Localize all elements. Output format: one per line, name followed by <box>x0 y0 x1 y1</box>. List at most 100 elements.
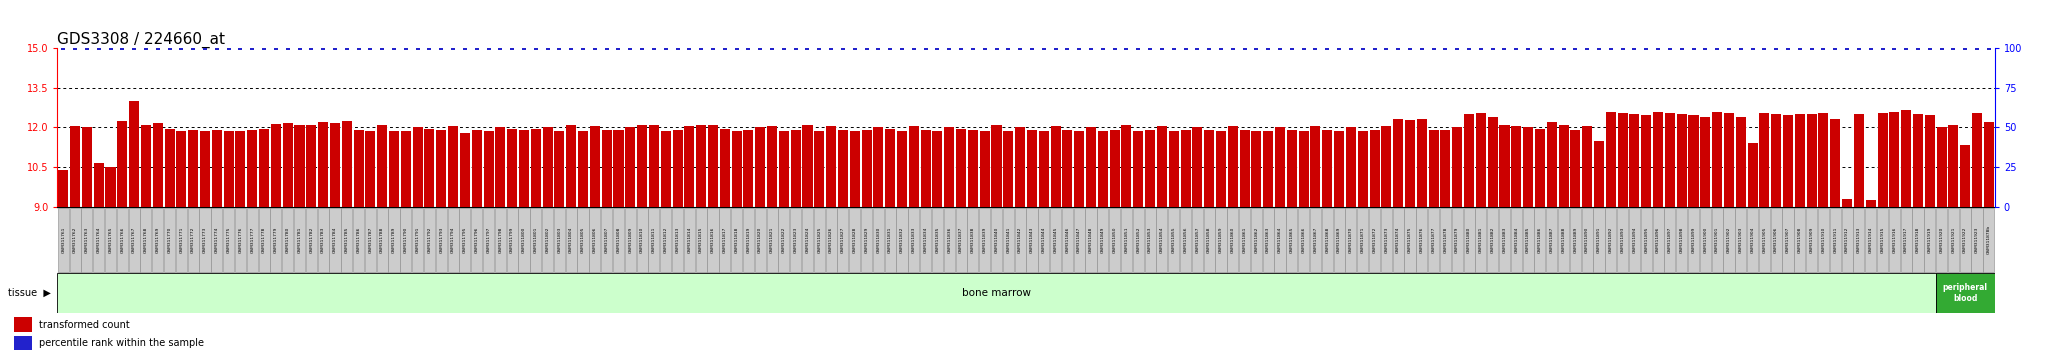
Bar <box>436 130 446 207</box>
Bar <box>1948 209 1960 272</box>
Bar <box>1405 120 1415 207</box>
Text: GSM311843: GSM311843 <box>1030 227 1034 253</box>
Text: GSM311813: GSM311813 <box>676 227 680 253</box>
Bar <box>164 129 174 207</box>
Text: GSM311875: GSM311875 <box>1407 227 1411 253</box>
Bar <box>1737 117 1745 207</box>
Bar <box>1298 131 1309 207</box>
Text: GSM311799: GSM311799 <box>510 227 514 253</box>
Bar <box>1972 209 1982 272</box>
Bar <box>82 127 92 207</box>
Bar <box>236 209 246 272</box>
Point <box>508 45 541 51</box>
Text: GSM311797: GSM311797 <box>487 227 492 253</box>
Bar <box>1346 209 1356 272</box>
Text: GSM311866: GSM311866 <box>1303 227 1307 253</box>
Text: GSM311842: GSM311842 <box>1018 227 1022 253</box>
Bar <box>555 131 565 207</box>
Bar <box>377 209 387 272</box>
Point <box>791 45 823 51</box>
Text: GSM311801: GSM311801 <box>535 227 539 253</box>
Bar <box>1452 127 1462 207</box>
Bar <box>248 130 258 207</box>
Bar <box>1370 130 1380 207</box>
Bar <box>1333 131 1343 207</box>
Point <box>70 45 102 51</box>
Point <box>449 45 481 51</box>
Bar <box>920 209 932 272</box>
Point <box>1204 45 1237 51</box>
Text: GSM311833: GSM311833 <box>911 227 915 253</box>
Bar <box>1368 209 1380 272</box>
Bar <box>270 124 281 207</box>
Bar <box>1853 114 1864 207</box>
Bar <box>1606 209 1616 272</box>
Text: GSM311807: GSM311807 <box>604 227 608 253</box>
Bar <box>1640 115 1651 207</box>
Text: GSM311766: GSM311766 <box>121 227 125 253</box>
Bar <box>459 209 471 272</box>
Text: GSM311889: GSM311889 <box>1573 227 1577 253</box>
Bar <box>1913 209 1923 272</box>
Bar <box>1120 209 1133 272</box>
Bar <box>743 130 754 207</box>
Point <box>1038 45 1071 51</box>
Text: GSM311814: GSM311814 <box>688 227 692 253</box>
Text: GSM311829: GSM311829 <box>864 227 868 253</box>
Bar <box>1772 209 1782 272</box>
Bar <box>707 209 719 272</box>
Bar <box>496 209 506 272</box>
Bar <box>317 122 328 207</box>
Text: GSM311871: GSM311871 <box>1360 227 1364 253</box>
Point <box>94 45 127 51</box>
Bar <box>1004 131 1014 207</box>
Bar <box>176 131 186 207</box>
Bar <box>1358 209 1368 272</box>
Point <box>1477 45 1509 51</box>
Point <box>543 45 575 51</box>
Point <box>991 45 1024 51</box>
Bar <box>1831 120 1841 207</box>
Bar <box>1380 209 1393 272</box>
Bar <box>872 127 883 207</box>
Text: GSM311815: GSM311815 <box>698 227 702 253</box>
Text: GSM311921: GSM311921 <box>1952 227 1956 253</box>
Bar <box>1239 130 1249 207</box>
Bar <box>1546 122 1556 207</box>
Bar <box>756 209 766 272</box>
Bar <box>850 131 860 207</box>
Text: GSM311834: GSM311834 <box>924 227 928 253</box>
Bar <box>1819 113 1829 207</box>
Bar <box>815 131 825 207</box>
Text: GSM311768: GSM311768 <box>143 227 147 253</box>
Bar <box>885 209 895 272</box>
Point <box>166 45 199 51</box>
Bar <box>1464 114 1475 207</box>
Bar <box>1925 209 1935 272</box>
Point <box>1323 45 1356 51</box>
Bar <box>1524 127 1534 207</box>
Text: GSM311761: GSM311761 <box>61 227 66 253</box>
Bar <box>731 131 741 207</box>
Bar <box>1063 130 1073 207</box>
Bar <box>1085 209 1096 272</box>
Bar <box>1298 209 1309 272</box>
Bar <box>1217 131 1227 207</box>
Bar <box>1061 209 1073 272</box>
Point <box>721 45 754 51</box>
Bar <box>872 209 885 272</box>
Text: GSM311779: GSM311779 <box>274 227 279 253</box>
Point <box>1192 45 1225 51</box>
Point <box>319 45 352 51</box>
Point <box>1276 45 1309 51</box>
Bar <box>530 209 541 272</box>
Bar <box>211 130 221 207</box>
Bar <box>743 209 754 272</box>
Bar <box>365 209 377 272</box>
Bar <box>1051 126 1061 207</box>
Text: GSM311873: GSM311873 <box>1384 227 1389 253</box>
Point <box>555 45 588 51</box>
Bar <box>283 209 293 272</box>
Text: GSM311771: GSM311771 <box>180 227 184 253</box>
Point <box>496 45 528 51</box>
